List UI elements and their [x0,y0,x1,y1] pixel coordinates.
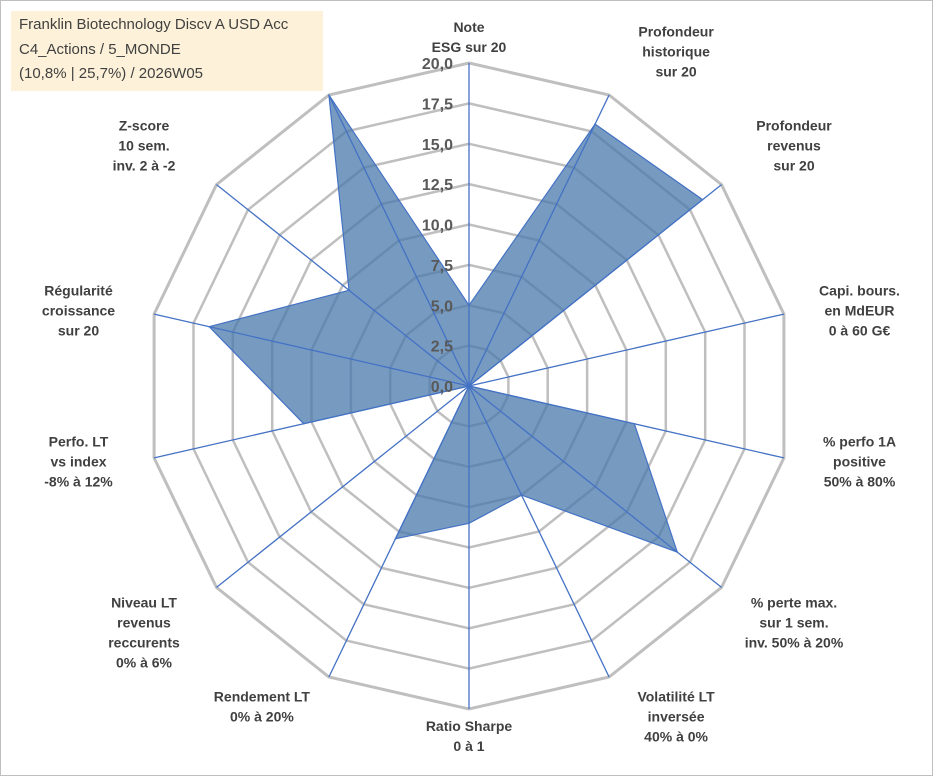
axis-label: Ratio Sharpe [426,718,513,734]
data-point [468,304,470,307]
axis-spoke [153,313,470,387]
tick-label: 20,0 [422,56,453,73]
axis-label: Perfo. LT [49,433,109,449]
axis-label: Volatilité LT [637,688,715,704]
title-box: Franklin Biotechnology Discv A USD Acc C… [11,11,323,91]
axis-spoke [468,385,610,678]
axis-label: sur 1 sem. [759,614,828,630]
tick-label: 10,0 [422,218,453,235]
tick-label: 2,5 [431,339,453,356]
axis-label: inv. 2 à -2 [113,158,176,174]
axis-spoke [328,94,470,387]
axis-label: 10 sem. [118,138,169,154]
chart-title-line-3: (10,8% | 25,7%) / 2026W05 [19,65,203,82]
data-point [348,289,350,292]
data-point [701,198,704,201]
axis-label: 0% à 20% [230,708,294,724]
axis-label: Rendement LT [214,688,311,704]
axis-label: Régularité [44,283,113,299]
data-point [468,385,470,387]
axis-label: inv. 50% à 20% [745,634,844,650]
axis-label: croissance [42,303,115,319]
axis-label: 0 à 1 [453,738,484,754]
tick-label: 12,5 [422,177,453,194]
axis-label: reccurents [108,634,180,650]
data-point [208,325,210,328]
tick-label: 15,0 [422,137,453,154]
data-point [394,538,397,540]
tick-label: 0,0 [431,379,453,396]
axis-label: sur 20 [773,158,814,174]
axis-label: % perte max. [751,594,837,610]
axis-label: inversée [648,708,705,724]
axis-label: sur 20 [58,323,99,339]
chart-title-line-1: Franklin Biotechnology Discv A USD Acc [19,16,289,33]
data-point [328,94,330,96]
axis-label: Z-score [119,118,170,134]
axis-label: 40% à 0% [644,728,708,744]
tick-label: 17,5 [422,96,453,113]
data-point [676,551,679,553]
axis-spoke [468,385,785,459]
axis-spoke [153,385,470,459]
axis-label: en MdEUR [825,303,895,319]
axis-label: Note [453,19,484,35]
axis-spoke [468,184,722,387]
axis-label: Niveau LT [111,594,177,610]
axis-label: vs index [50,453,106,469]
axis-label: positive [833,453,886,469]
axis-spoke [216,385,470,588]
axis-label: % perfo 1A [823,433,896,449]
axis-label: revenus [117,614,171,630]
axis-label: historique [642,44,710,60]
axis-label: Profondeur [756,118,832,134]
data-point [302,422,305,425]
axis-label: Capi. bours. [819,283,900,299]
axis-spoke [468,313,785,387]
axis-label: 0% à 6% [116,654,173,670]
chart-title-line-2: C4_Actions / 5_MONDE [19,41,181,58]
axis-label: revenus [767,138,821,154]
data-point [594,123,596,125]
axis-spoke [468,94,610,387]
axis-label: 0 à 60 G€ [829,323,891,339]
axis-spoke [468,385,722,588]
axis-label: ESG sur 20 [432,39,507,55]
axis-spoke [216,184,470,387]
axis-spoke [328,385,470,678]
data-point [468,522,470,525]
data-area [208,94,704,554]
axis-label: Profondeur [638,24,714,40]
axis-label: sur 20 [655,64,696,80]
tick-label: 7,5 [431,258,453,275]
data-point [520,494,523,496]
data-point [633,422,636,425]
axis-label: 50% à 80% [824,473,896,489]
axis-label: -8% à 12% [44,473,113,489]
tick-label: 5,0 [431,298,453,315]
